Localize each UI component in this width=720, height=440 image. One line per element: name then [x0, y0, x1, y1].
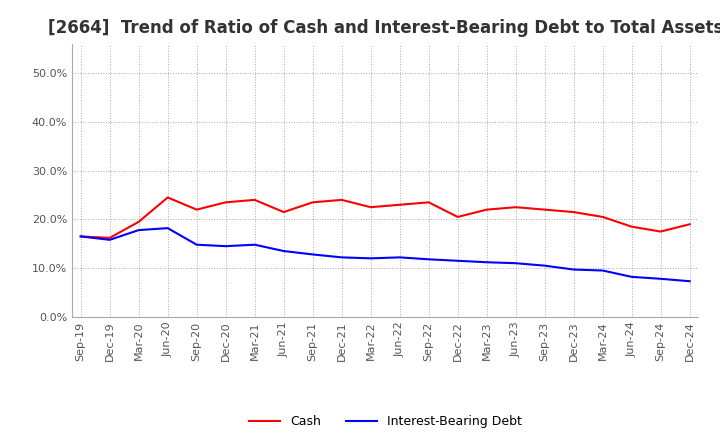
Interest-Bearing Debt — [685, 279, 694, 284]
Cash — [308, 200, 317, 205]
Cash — [598, 214, 607, 220]
Line: Interest-Bearing Debt: Interest-Bearing Debt — [81, 228, 690, 281]
Cash — [424, 200, 433, 205]
Interest-Bearing Debt — [511, 260, 520, 266]
Interest-Bearing Debt — [570, 267, 578, 272]
Interest-Bearing Debt — [424, 257, 433, 262]
Cash — [511, 205, 520, 210]
Cash — [279, 209, 288, 215]
Cash — [251, 197, 259, 202]
Title: [2664]  Trend of Ratio of Cash and Interest-Bearing Debt to Total Assets: [2664] Trend of Ratio of Cash and Intere… — [48, 19, 720, 37]
Cash — [570, 209, 578, 215]
Cash — [135, 219, 143, 224]
Interest-Bearing Debt — [76, 234, 85, 239]
Cash — [76, 234, 85, 239]
Interest-Bearing Debt — [221, 243, 230, 249]
Cash — [454, 214, 462, 220]
Cash — [685, 222, 694, 227]
Cash — [627, 224, 636, 229]
Cash — [338, 197, 346, 202]
Interest-Bearing Debt — [163, 225, 172, 231]
Cash — [221, 200, 230, 205]
Interest-Bearing Debt — [598, 268, 607, 273]
Legend: Cash, Interest-Bearing Debt: Cash, Interest-Bearing Debt — [243, 411, 527, 433]
Interest-Bearing Debt — [338, 255, 346, 260]
Interest-Bearing Debt — [366, 256, 375, 261]
Interest-Bearing Debt — [192, 242, 201, 247]
Interest-Bearing Debt — [279, 249, 288, 254]
Interest-Bearing Debt — [482, 260, 491, 265]
Interest-Bearing Debt — [308, 252, 317, 257]
Cash — [395, 202, 404, 207]
Cash — [105, 235, 114, 241]
Interest-Bearing Debt — [454, 258, 462, 264]
Cash — [541, 207, 549, 212]
Interest-Bearing Debt — [627, 274, 636, 279]
Cash — [657, 229, 665, 234]
Line: Cash: Cash — [81, 198, 690, 238]
Interest-Bearing Debt — [105, 237, 114, 242]
Cash — [163, 195, 172, 200]
Cash — [482, 207, 491, 212]
Interest-Bearing Debt — [657, 276, 665, 282]
Cash — [366, 205, 375, 210]
Interest-Bearing Debt — [395, 255, 404, 260]
Interest-Bearing Debt — [251, 242, 259, 247]
Interest-Bearing Debt — [135, 227, 143, 233]
Interest-Bearing Debt — [541, 263, 549, 268]
Cash — [192, 207, 201, 212]
